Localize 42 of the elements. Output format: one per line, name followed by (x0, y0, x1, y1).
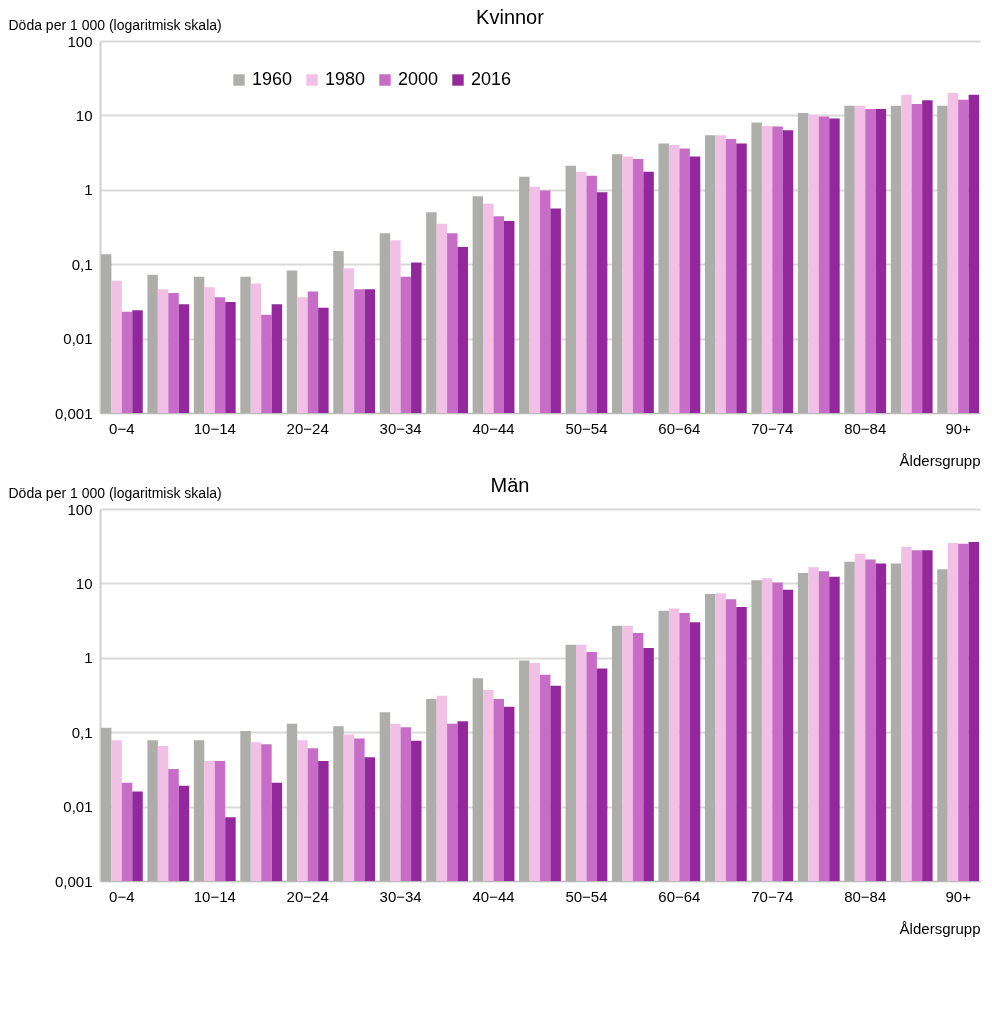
x-tick-label: 0−4 (109, 419, 135, 437)
x-tick-label: 20−24 (286, 419, 329, 437)
x-tick-label: 10−14 (193, 419, 236, 437)
x-tick-label: 70−74 (751, 887, 794, 905)
x-tick-label: 80−84 (844, 419, 887, 437)
y-tick-label: 0,1 (71, 255, 93, 273)
legend-label: 2016 (471, 69, 512, 89)
y-tick-label: 0,01 (63, 330, 93, 348)
x-tick-label: 30−34 (379, 887, 422, 905)
x-tick-label: 90+ (945, 419, 972, 437)
y-tick-label: 0,1 (71, 723, 93, 741)
y-tick-label: 0,001 (54, 404, 93, 422)
y-tick-label: 0,001 (54, 872, 93, 890)
x-tick-label: 0−4 (109, 887, 135, 905)
x-tick-label: 80−84 (844, 887, 887, 905)
x-tick-label: 60−64 (658, 887, 701, 905)
y-tick-label: 0,01 (63, 798, 93, 816)
y-axis-title: Döda per 1 000 (logaritmisk skala) (8, 16, 222, 33)
legend-label: 1960 (252, 69, 293, 89)
y-tick-label: 10 (75, 106, 93, 124)
x-tick-label: 40−44 (472, 887, 515, 905)
y-tick-label: 1 (84, 649, 93, 667)
x-tick-label: 60−64 (658, 419, 701, 437)
chart-title: Kvinnor (476, 6, 545, 28)
legend-label: 2000 (398, 69, 439, 89)
x-tick-label: 50−54 (565, 419, 608, 437)
y-tick-label: 1 (84, 181, 93, 199)
y-axis-title: Döda per 1 000 (logaritmisk skala) (8, 484, 222, 501)
y-tick-label: 10 (75, 574, 93, 592)
x-tick-label: 10−14 (193, 887, 236, 905)
x-tick-label: 70−74 (751, 419, 794, 437)
chart-title: Män (490, 474, 530, 496)
x-tick-label: 50−54 (565, 887, 608, 905)
y-tick-label: 100 (67, 500, 93, 518)
y-tick-label: 100 (67, 32, 93, 50)
x-axis-title: Åldersgrupp (899, 451, 981, 469)
x-tick-label: 40−44 (472, 419, 515, 437)
x-tick-label: 30−34 (379, 419, 422, 437)
legend-label: 1980 (325, 69, 366, 89)
x-tick-label: 90+ (945, 887, 972, 905)
x-tick-label: 20−24 (286, 887, 329, 905)
x-axis-title: Åldersgrupp (899, 919, 981, 937)
